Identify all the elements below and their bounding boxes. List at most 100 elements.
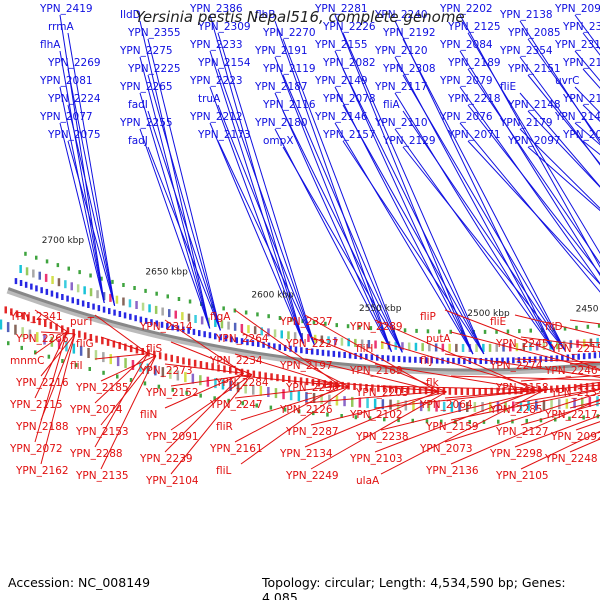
- plus-leader-line: [59, 122, 105, 304]
- cog-feature: [489, 401, 492, 412]
- minus-gene-label: YPN_2298: [489, 448, 543, 460]
- cog-feature: [343, 396, 346, 407]
- minus-gene-label: fliS: [146, 343, 163, 355]
- plus-strand-feature: [452, 357, 455, 364]
- plus-gene-label: YPN_2117: [374, 81, 428, 93]
- minus-strand-feature: [323, 380, 327, 388]
- minus-strand-feature: [424, 387, 428, 395]
- rna-feature: [256, 312, 259, 317]
- plus-leader-line: [519, 128, 600, 210]
- minus-leader-line: [310, 380, 447, 393]
- rna-feature: [255, 403, 258, 408]
- plus-strand-feature: [550, 355, 553, 362]
- plus-gene-label: YPN_2076: [439, 111, 493, 123]
- minus-strand-feature: [89, 334, 93, 341]
- rna-feature: [74, 363, 78, 368]
- cog-feature: [28, 329, 32, 340]
- plus-strand-feature: [182, 326, 185, 333]
- minus-leader-line: [40, 333, 76, 465]
- minus-strand-feature: [32, 316, 36, 324]
- cog-feature: [194, 315, 197, 323]
- minus-gene-label: YPN_2314: [139, 321, 193, 333]
- minus-gene-label: YPN_2341: [9, 311, 63, 323]
- cog-feature: [334, 337, 337, 345]
- plus-gene-label: YPN_2079: [439, 75, 493, 87]
- cog-feature: [146, 363, 150, 374]
- cog-feature: [558, 399, 561, 410]
- minus-leader-line: [40, 331, 76, 335]
- cog-feature: [458, 402, 461, 412]
- cog-feature: [367, 340, 371, 348]
- plus-leader-line: [467, 68, 600, 265]
- plus-strand-feature: [582, 353, 586, 360]
- plus-strand-feature: [517, 357, 521, 364]
- cog-feature: [148, 304, 151, 313]
- plus-leader-line: [519, 20, 600, 144]
- plus-strand-feature: [544, 355, 548, 362]
- plus-leader-line: [402, 74, 566, 351]
- plus-leader-line: [342, 68, 485, 355]
- plus-strand-feature: [160, 321, 164, 328]
- plus-gene-label: YPN_2202: [439, 3, 493, 15]
- minus-leader-line: [170, 374, 253, 431]
- cog-feature: [496, 401, 500, 412]
- cog-feature: [297, 391, 301, 402]
- rna-feature: [269, 405, 273, 410]
- cog-feature: [0, 319, 3, 330]
- minus-gene-label: YPN_2127: [495, 426, 549, 438]
- rna-feature: [188, 299, 192, 304]
- plus-gene-label: YPN_2275: [119, 45, 173, 57]
- plus-gene-label: YPN_2110: [374, 117, 428, 129]
- minus-strand-feature: [72, 329, 75, 336]
- minus-leader-line: [240, 375, 349, 388]
- minus-gene-label: YPN_2216: [15, 377, 69, 389]
- minus-leader-line: [34, 331, 68, 399]
- rna-feature: [525, 418, 528, 423]
- plus-leader-line: [139, 92, 211, 329]
- minus-leader-line: [304, 358, 439, 393]
- cog-feature: [502, 343, 505, 352]
- cog-feature: [282, 389, 285, 400]
- rna-feature: [34, 350, 37, 355]
- plus-strand-feature: [76, 298, 80, 305]
- plus-gene-label: YPN_2077: [39, 111, 93, 123]
- minus-gene-label: fliE: [490, 316, 506, 328]
- cog-feature: [168, 309, 171, 318]
- cog-feature: [220, 320, 224, 329]
- plus-strand-feature: [14, 278, 18, 285]
- cog-feature: [161, 307, 164, 316]
- plus-gene-label: YPN_2355: [127, 27, 181, 39]
- plus-strand-feature: [45, 288, 49, 295]
- plus-leader-line: [217, 104, 315, 346]
- rna-feature: [403, 328, 407, 333]
- plus-strand-feature: [321, 349, 325, 356]
- rna-feature: [369, 326, 373, 331]
- minus-gene-label: fliH: [356, 343, 373, 355]
- minus-gene-label: purT: [70, 316, 95, 328]
- minus-gene-label: YPN_2327: [279, 316, 333, 328]
- minus-strand-feature: [193, 359, 197, 367]
- plus-strand-feature: [155, 320, 158, 327]
- plus-gene-label: YPN_2148: [507, 99, 561, 111]
- cog-feature: [581, 397, 584, 408]
- minus-gene-label: YPN_2238: [355, 431, 409, 443]
- cog-feature: [293, 332, 297, 341]
- minus-leader-line: [170, 374, 253, 475]
- plus-gene-label: YPN_2157: [322, 129, 376, 141]
- minus-leader-line: [380, 385, 545, 391]
- rna-feature: [290, 317, 293, 322]
- plus-gene-label: YPN_2386: [189, 3, 243, 15]
- plus-leader-line: [402, 146, 566, 351]
- minus-strand-feature: [365, 384, 368, 391]
- minus-strand-feature: [217, 364, 220, 372]
- rna-feature: [100, 276, 103, 281]
- plus-strand-feature: [539, 356, 542, 363]
- plus-gene-label: YPN_2116: [262, 99, 316, 111]
- minus-gene-label: YPN_2284: [215, 377, 269, 389]
- minus-leader-line: [450, 398, 600, 465]
- plus-gene-label: YPN_2069: [562, 129, 600, 141]
- plus-strand-feature: [376, 354, 379, 361]
- plus-strand-feature: [123, 312, 127, 319]
- cog-feature: [305, 392, 308, 403]
- minus-gene-label: fliN: [140, 409, 157, 421]
